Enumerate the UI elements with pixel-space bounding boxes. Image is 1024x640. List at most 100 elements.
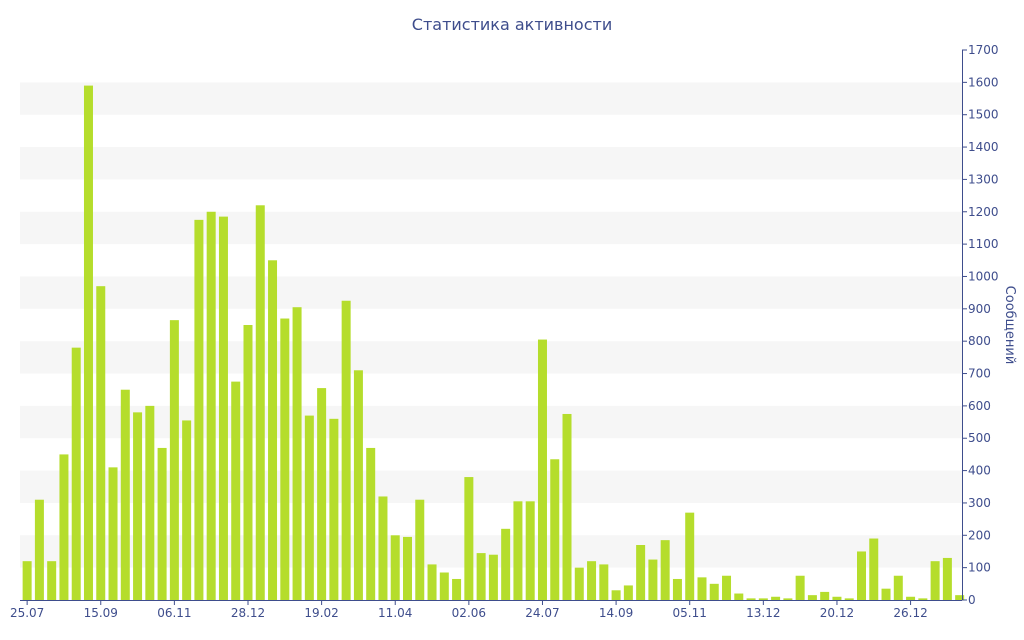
bar[interactable] bbox=[206, 211, 216, 600]
x-tick-label: 02.06 bbox=[452, 606, 486, 620]
bar[interactable] bbox=[390, 535, 400, 600]
y-tick-label: 100 bbox=[968, 561, 991, 575]
bar[interactable] bbox=[685, 512, 695, 600]
bar[interactable] bbox=[329, 418, 339, 600]
bar[interactable] bbox=[636, 545, 646, 600]
bar[interactable] bbox=[255, 205, 265, 601]
bar[interactable] bbox=[758, 598, 768, 600]
bar[interactable] bbox=[611, 590, 621, 600]
bar[interactable] bbox=[34, 499, 44, 600]
bar[interactable] bbox=[145, 405, 155, 600]
bar[interactable] bbox=[133, 412, 143, 600]
bar[interactable] bbox=[464, 477, 474, 600]
bar[interactable] bbox=[820, 591, 830, 600]
chart-title: Статистика активности bbox=[411, 15, 613, 34]
bar[interactable] bbox=[243, 325, 253, 600]
bar[interactable] bbox=[587, 561, 597, 600]
bar[interactable] bbox=[648, 559, 658, 600]
x-tick-label: 26.12 bbox=[893, 606, 927, 620]
bar[interactable] bbox=[562, 413, 572, 600]
y-tick-label: 500 bbox=[968, 431, 991, 445]
bar[interactable] bbox=[427, 564, 437, 600]
bar[interactable] bbox=[844, 598, 854, 600]
bar[interactable] bbox=[280, 318, 290, 600]
bar[interactable] bbox=[709, 583, 719, 600]
bar[interactable] bbox=[268, 260, 278, 600]
bar[interactable] bbox=[795, 575, 805, 600]
bar[interactable] bbox=[488, 554, 498, 600]
bar[interactable] bbox=[599, 564, 609, 600]
bar[interactable] bbox=[292, 307, 302, 600]
x-tick-label: 11.04 bbox=[378, 606, 412, 620]
y-tick-label: 1200 bbox=[968, 205, 999, 219]
x-tick-label: 20.12 bbox=[820, 606, 854, 620]
bar[interactable] bbox=[108, 467, 118, 600]
bar[interactable] bbox=[881, 588, 891, 600]
bar[interactable] bbox=[83, 85, 93, 601]
bar[interactable] bbox=[353, 370, 363, 600]
y-tick-label: 1600 bbox=[968, 75, 999, 89]
x-tick-label: 25.07 bbox=[10, 606, 44, 620]
y-tick-label: 1000 bbox=[968, 269, 999, 283]
bar[interactable] bbox=[341, 300, 351, 600]
bar[interactable] bbox=[47, 561, 57, 600]
bar[interactable] bbox=[955, 595, 965, 600]
bar[interactable] bbox=[452, 578, 462, 600]
bar[interactable] bbox=[366, 447, 376, 600]
bar[interactable] bbox=[906, 596, 916, 600]
bar[interactable] bbox=[918, 598, 928, 600]
bar[interactable] bbox=[623, 585, 633, 600]
bar[interactable] bbox=[476, 553, 486, 600]
x-tick-label: 05.11 bbox=[673, 606, 707, 620]
bar[interactable] bbox=[71, 347, 81, 600]
x-tick-label: 14.09 bbox=[599, 606, 633, 620]
bar[interactable] bbox=[734, 593, 744, 600]
y-tick-label: 0 bbox=[968, 593, 976, 607]
bar[interactable] bbox=[169, 320, 179, 600]
x-tick-label: 24.07 bbox=[525, 606, 559, 620]
bar[interactable] bbox=[857, 551, 866, 600]
bar[interactable] bbox=[574, 567, 584, 600]
bar[interactable] bbox=[513, 501, 523, 600]
bar[interactable] bbox=[194, 219, 204, 600]
x-tick-label: 28.12 bbox=[231, 606, 265, 620]
bar[interactable] bbox=[525, 501, 535, 600]
bar[interactable] bbox=[304, 415, 314, 600]
bar[interactable] bbox=[771, 596, 781, 600]
bar[interactable] bbox=[869, 538, 879, 600]
bar[interactable] bbox=[832, 596, 842, 600]
bar[interactable] bbox=[415, 499, 425, 600]
bar[interactable] bbox=[722, 575, 732, 600]
bar[interactable] bbox=[218, 216, 228, 600]
x-tick-label: 19.02 bbox=[304, 606, 338, 620]
bar[interactable] bbox=[157, 447, 167, 600]
y-tick-label: 200 bbox=[968, 528, 991, 542]
bar[interactable] bbox=[182, 420, 192, 600]
bar[interactable] bbox=[120, 389, 130, 600]
bar[interactable] bbox=[439, 572, 449, 601]
bar[interactable] bbox=[22, 561, 32, 600]
bar[interactable] bbox=[672, 578, 682, 600]
bar[interactable] bbox=[746, 598, 756, 600]
bar[interactable] bbox=[59, 454, 69, 600]
x-tick-label: 13.12 bbox=[746, 606, 780, 620]
bar[interactable] bbox=[550, 459, 560, 600]
bar[interactable] bbox=[96, 286, 106, 600]
bar[interactable] bbox=[697, 577, 707, 600]
bar[interactable] bbox=[317, 388, 327, 600]
bar[interactable] bbox=[930, 561, 940, 600]
bar[interactable] bbox=[231, 381, 241, 600]
y-tick-label: 400 bbox=[968, 464, 991, 478]
bar[interactable] bbox=[893, 575, 903, 600]
bar[interactable] bbox=[378, 496, 388, 600]
x-tick-label: 15.09 bbox=[84, 606, 118, 620]
bar[interactable] bbox=[403, 536, 412, 600]
bar[interactable] bbox=[942, 557, 952, 600]
bar[interactable] bbox=[660, 540, 670, 600]
bar[interactable] bbox=[537, 339, 547, 600]
bar[interactable] bbox=[501, 528, 511, 600]
bar[interactable] bbox=[807, 595, 817, 600]
bar[interactable] bbox=[783, 598, 793, 600]
